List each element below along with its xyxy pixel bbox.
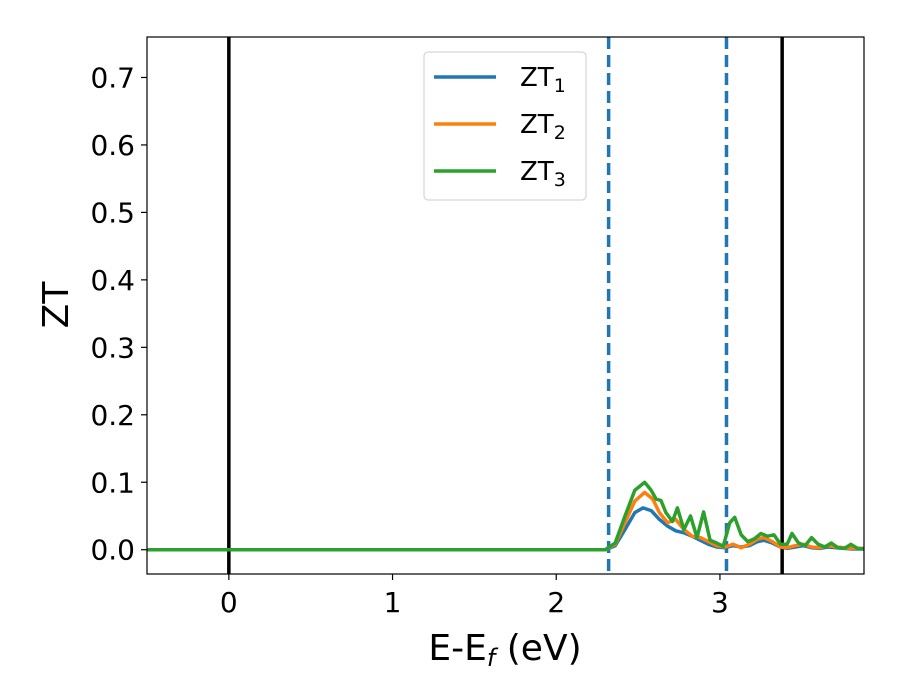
legend-frame	[423, 51, 587, 201]
y-tick-label: 0.6	[90, 129, 135, 162]
legend-label-zt1: ZT1	[520, 63, 566, 97]
y-tick-label: 0.7	[90, 61, 135, 94]
y-tick-label: 0.4	[90, 264, 135, 297]
series-line-zt1	[147, 506, 864, 552]
x-axis-title-suffix: (eV)	[495, 628, 581, 669]
x-tick-label: 1	[384, 586, 402, 619]
x-axis-ticks: 0 1 2 3	[220, 574, 729, 619]
series-line-zt2	[147, 490, 864, 552]
x-tick-label: 3	[711, 586, 729, 619]
legend: ZT1 ZT2 ZT3	[423, 51, 587, 201]
plot-layer: 0 1 2 3 0.0 0.1 0.2 0.3 0.4 0.5 0.6 0.7	[90, 36, 865, 619]
x-axis-title-main: E-E	[428, 628, 486, 669]
x-tick-label: 2	[547, 586, 565, 619]
y-tick-label: 0.2	[90, 399, 135, 432]
series-lines	[147, 480, 864, 552]
x-tick-label: 0	[220, 586, 238, 619]
y-axis-ticks: 0.0 0.1 0.2 0.3 0.4 0.5 0.6 0.7	[90, 61, 147, 567]
series-line-zt3	[147, 480, 864, 552]
legend-label-zt3: ZT3	[520, 157, 566, 191]
plot-frame	[146, 36, 865, 575]
y-tick-label: 0.0	[90, 534, 135, 567]
legend-label-zt2: ZT2	[520, 110, 566, 144]
y-tick-label: 0.3	[90, 331, 135, 364]
y-tick-label: 0.1	[90, 466, 135, 499]
x-axis-title: E-Ef (eV)	[428, 628, 581, 672]
y-tick-label: 0.5	[90, 196, 135, 229]
y-axis-title: ZT	[36, 281, 77, 329]
vertical-lines	[227, 37, 784, 574]
